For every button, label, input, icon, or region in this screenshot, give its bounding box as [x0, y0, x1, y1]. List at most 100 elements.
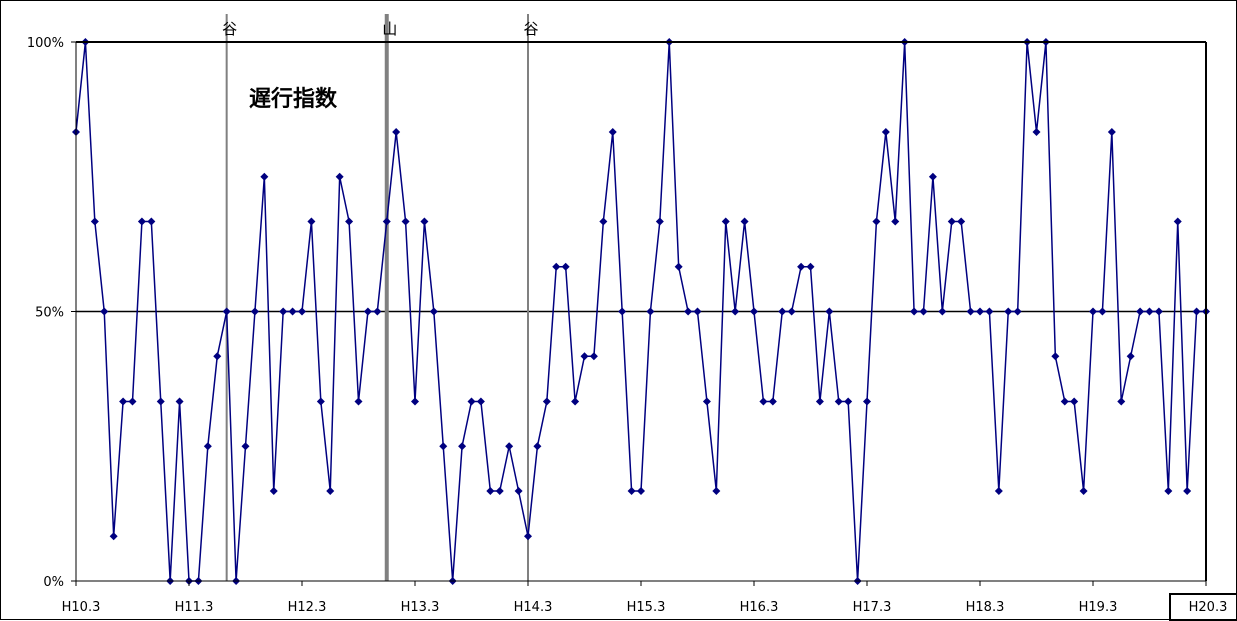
data-point	[994, 486, 1003, 495]
data-point	[1126, 352, 1135, 361]
data-point	[834, 397, 843, 406]
data-point	[128, 397, 137, 406]
data-point	[1164, 486, 1173, 495]
data-point	[589, 352, 598, 361]
cycle-marker-label: 山	[382, 20, 397, 38]
chart-title: 遅行指数	[249, 86, 338, 112]
data-point	[608, 128, 617, 137]
data-point	[731, 307, 740, 316]
data-point	[222, 307, 231, 316]
data-point	[844, 397, 853, 406]
x-tick-label: H18.3	[966, 600, 1005, 615]
data-point	[1145, 307, 1154, 316]
data-point	[815, 397, 824, 406]
x-tick-label: H20.3	[1189, 600, 1228, 615]
cycle-marker-label: 谷	[222, 20, 237, 38]
data-point	[316, 397, 325, 406]
data-point	[797, 262, 806, 271]
data-point	[382, 217, 391, 226]
data-point	[891, 217, 900, 226]
data-point	[928, 172, 937, 181]
data-point	[1192, 307, 1201, 316]
data-point	[119, 397, 128, 406]
data-point	[1089, 307, 1097, 316]
data-point	[872, 217, 881, 226]
data-point	[476, 397, 485, 406]
data-point	[1107, 128, 1116, 137]
data-point	[354, 397, 363, 406]
data-point	[279, 307, 288, 316]
data-point	[976, 307, 984, 316]
data-point	[363, 307, 372, 316]
x-tick-label: H15.3	[627, 600, 666, 615]
data-point	[288, 307, 297, 316]
data-point	[627, 486, 636, 495]
data-point	[307, 217, 316, 226]
data-point	[957, 217, 966, 226]
data-point	[759, 397, 768, 406]
x-tick-label: H19.3	[1079, 600, 1118, 615]
data-point	[241, 442, 250, 451]
data-point	[1183, 486, 1192, 495]
data-point	[1117, 397, 1126, 406]
data-point	[712, 486, 721, 495]
data-point	[825, 307, 834, 316]
data-point	[1098, 307, 1107, 316]
data-point	[618, 307, 627, 316]
data-point	[947, 217, 956, 226]
data-point	[429, 307, 438, 316]
x-tick-label: H16.3	[740, 600, 779, 615]
data-point	[910, 307, 919, 316]
y-tick-label: 50%	[35, 306, 64, 321]
data-point	[100, 307, 109, 316]
data-point	[750, 307, 758, 316]
x-tick-label: H14.3	[514, 600, 553, 615]
data-point	[881, 128, 890, 137]
data-point	[599, 217, 608, 226]
data-point	[505, 442, 514, 451]
data-point	[552, 262, 561, 271]
data-point	[109, 532, 118, 541]
data-point	[298, 307, 306, 316]
data-point	[1013, 307, 1022, 316]
data-point	[495, 486, 504, 495]
data-point	[561, 262, 570, 271]
data-point	[655, 217, 664, 226]
data-point	[768, 397, 777, 406]
data-point	[392, 128, 401, 137]
data-point	[693, 307, 702, 316]
data-point	[702, 397, 711, 406]
data-point	[740, 217, 749, 226]
x-tick-label: H10.3	[62, 600, 101, 615]
x-tick-label: H12.3	[288, 600, 327, 615]
data-point	[156, 397, 165, 406]
data-point	[1154, 307, 1163, 316]
data-point	[486, 486, 495, 495]
data-point	[778, 307, 787, 316]
data-point	[674, 262, 683, 271]
data-point	[533, 442, 542, 451]
data-point	[1032, 128, 1041, 137]
x-tick-label: H11.3	[175, 600, 214, 615]
data-point	[467, 397, 476, 406]
data-point	[1004, 307, 1013, 316]
x-tick-label: H13.3	[401, 600, 440, 615]
data-point	[919, 307, 928, 316]
data-point	[787, 307, 796, 316]
data-point	[1173, 217, 1182, 226]
data-point	[335, 172, 344, 181]
data-point	[863, 397, 871, 406]
data-point	[514, 486, 523, 495]
data-point	[250, 307, 259, 316]
data-point	[401, 217, 410, 226]
data-point	[1070, 397, 1079, 406]
data-point	[373, 307, 382, 316]
data-point	[175, 397, 184, 406]
data-point	[580, 352, 589, 361]
data-point	[938, 307, 947, 316]
cycle-marker-label: 谷	[523, 20, 538, 38]
data-point	[966, 307, 975, 316]
data-point	[90, 217, 99, 226]
